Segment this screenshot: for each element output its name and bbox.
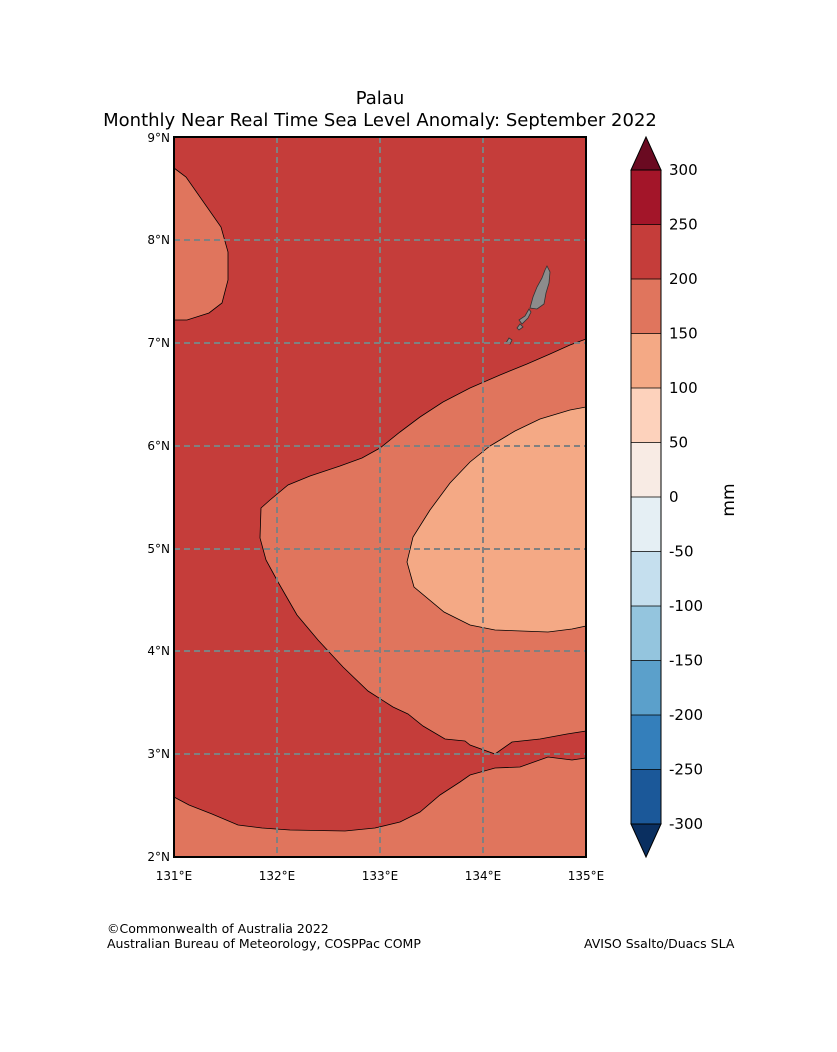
region-west-lobe [173, 167, 229, 321]
lon-tick-label: 134°E [465, 869, 502, 883]
colorbar-segment [631, 333, 661, 389]
lat-tick-label: 9°N [147, 131, 170, 145]
lat-tick-label: 4°N [147, 644, 170, 658]
colorbar-segment [631, 769, 661, 825]
map-title: Palau [355, 88, 405, 109]
lon-tick-label: 132°E [259, 869, 296, 883]
palau-island-babeldaob [529, 265, 551, 310]
lon-axis: 131°E 132°E 133°E 134°E 135°E [156, 869, 605, 883]
lat-tick-label: 5°N [147, 542, 170, 556]
colorbar-segment [631, 279, 661, 334]
colorbar-segment [631, 388, 661, 443]
colorbar: 300 250 200 150 100 50 0 -50 -100 -150 -200 -250 -30… [630, 135, 739, 859]
lat-tick-label: 2°N [147, 850, 170, 864]
lat-tick-label: 8°N [147, 233, 170, 247]
lat-tick-label: 7°N [147, 336, 170, 350]
lat-axis: 9°N 8°N 7°N 6°N 5°N 4°N 3°N 2°N [147, 131, 170, 864]
colorbar-tick-label: -50 [669, 543, 694, 561]
colorbar-tick-label: 250 [669, 216, 698, 234]
lon-tick-label: 131°E [156, 869, 193, 883]
colorbar-tick-label: 100 [669, 379, 698, 397]
copyright-text: ©Commonwealth of Australia 2022 [107, 921, 329, 936]
lon-tick-label: 133°E [362, 869, 399, 883]
agency-text: Australian Bureau of Meteorology, COSPPa… [107, 936, 421, 951]
colorbar-tick-label: -100 [669, 597, 703, 615]
lat-tick-label: 6°N [147, 439, 170, 453]
colorbar-segment [631, 497, 661, 552]
map-gridlines [174, 137, 586, 857]
colorbar-segment [631, 715, 661, 770]
colorbar-segment [631, 551, 661, 607]
palau-island-peleliu [516, 323, 524, 331]
colorbar-tick-label: 300 [669, 161, 698, 179]
colorbar-tick-label: -250 [669, 761, 703, 779]
map-frame [173, 136, 587, 858]
colorbar-tick-label: -300 [669, 815, 703, 833]
colorbar-label: mm [719, 483, 739, 516]
colorbar-tick-label: 0 [669, 488, 679, 506]
lon-tick-label: 135°E [568, 869, 605, 883]
colorbar-segment [631, 442, 661, 498]
colorbar-segment [631, 660, 661, 716]
map-panel [173, 136, 587, 858]
colorbar-over-arrow [630, 135, 662, 171]
colorbar-under-arrow [630, 823, 662, 859]
colorbar-tick-label: 50 [669, 434, 688, 452]
map-subtitle: Monthly Near Real Time Sea Level Anomaly… [103, 110, 657, 131]
colorbar-ticks: 300 250 200 150 100 50 0 -50 -100 -150 -200 -250 -30… [631, 161, 703, 833]
data-source-text: AVISO Ssalto/Duacs SLA [584, 936, 735, 951]
colorbar-tick-label: 200 [669, 270, 698, 288]
colorbar-tick-label: 150 [669, 325, 698, 343]
colorbar-tick-label: -200 [669, 706, 703, 724]
colorbar-segment [631, 224, 661, 280]
lat-tick-label: 3°N [147, 747, 170, 761]
colorbar-segment [631, 606, 661, 661]
palau-island-koror [518, 308, 532, 325]
colorbar-segment [631, 170, 661, 225]
colorbar-tick-label: -150 [669, 652, 703, 670]
colorbar-segments [631, 170, 661, 825]
